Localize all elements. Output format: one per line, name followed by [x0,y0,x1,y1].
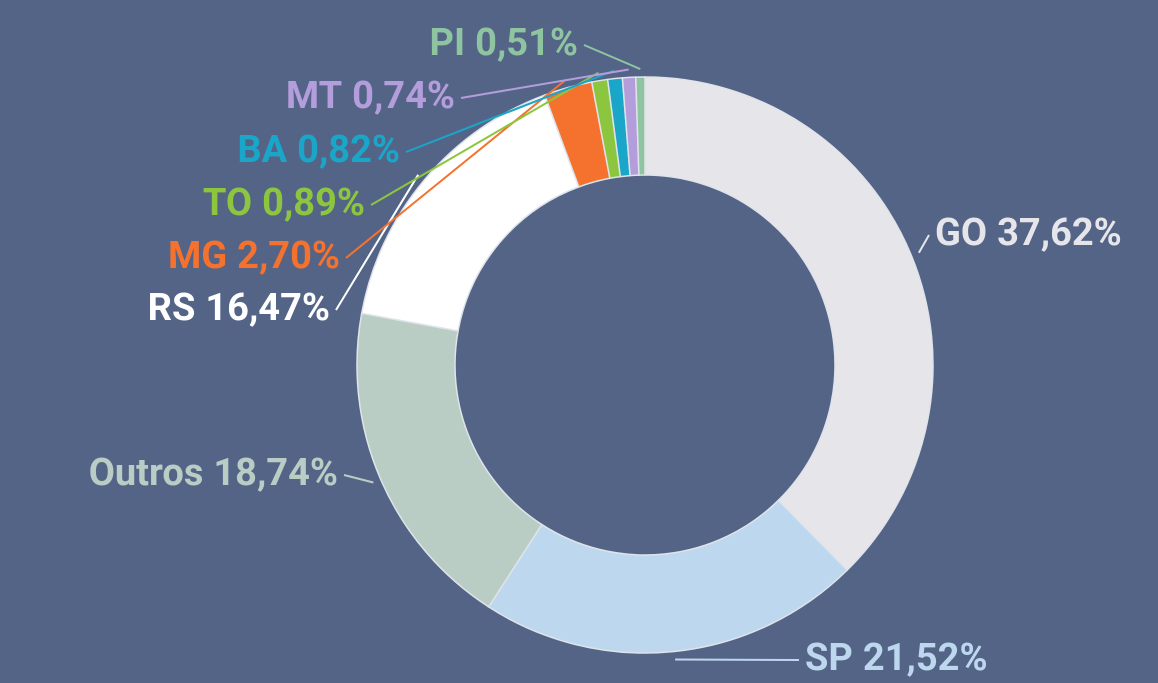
category-label: GO [935,211,987,255]
leader-line [918,234,930,254]
category-label: RS [148,286,196,330]
leader-line [675,658,800,661]
slice-label: SP 21,52% [805,636,988,680]
donut-segment [487,499,849,654]
slice-label: Outros 18,74% [89,451,338,495]
category-label: MG [168,234,227,278]
slice-label: TO 0,89% [203,181,365,225]
leader-line [583,44,641,70]
slice-label: MT 0,74% [286,74,455,118]
leader-line [405,69,615,153]
slice-label: GO 37,62% [935,211,1122,255]
slice-label: RS 16,47% [148,286,330,330]
category-label: Outros [89,451,204,495]
value-label: 16,47% [205,286,330,330]
slice-label: MG 2,70% [168,234,340,278]
leader-line [460,68,629,99]
category-label: MT [286,74,342,118]
value-label: 18,74% [213,451,338,495]
leader-line [345,79,567,259]
category-label: PI [430,21,466,65]
donut-segment [644,76,934,572]
category-label: SP [805,636,853,680]
value-label: 0,82% [297,128,400,172]
value-label: 0,74% [352,74,455,118]
slice-label: BA 0,82% [237,128,400,172]
donut-segment [635,76,646,176]
category-label: TO [203,181,252,225]
category-label: BA [237,128,287,172]
value-label: 0,51% [475,21,578,65]
value-label: 0,89% [262,181,365,225]
leader-line [335,174,420,311]
value-label: 37,62% [997,211,1122,255]
leader-line [370,71,599,206]
value-label: 21,52% [863,636,988,680]
slice-label: PI 0,51% [430,21,578,65]
value-label: 2,70% [237,234,340,278]
leader-line [343,474,374,484]
